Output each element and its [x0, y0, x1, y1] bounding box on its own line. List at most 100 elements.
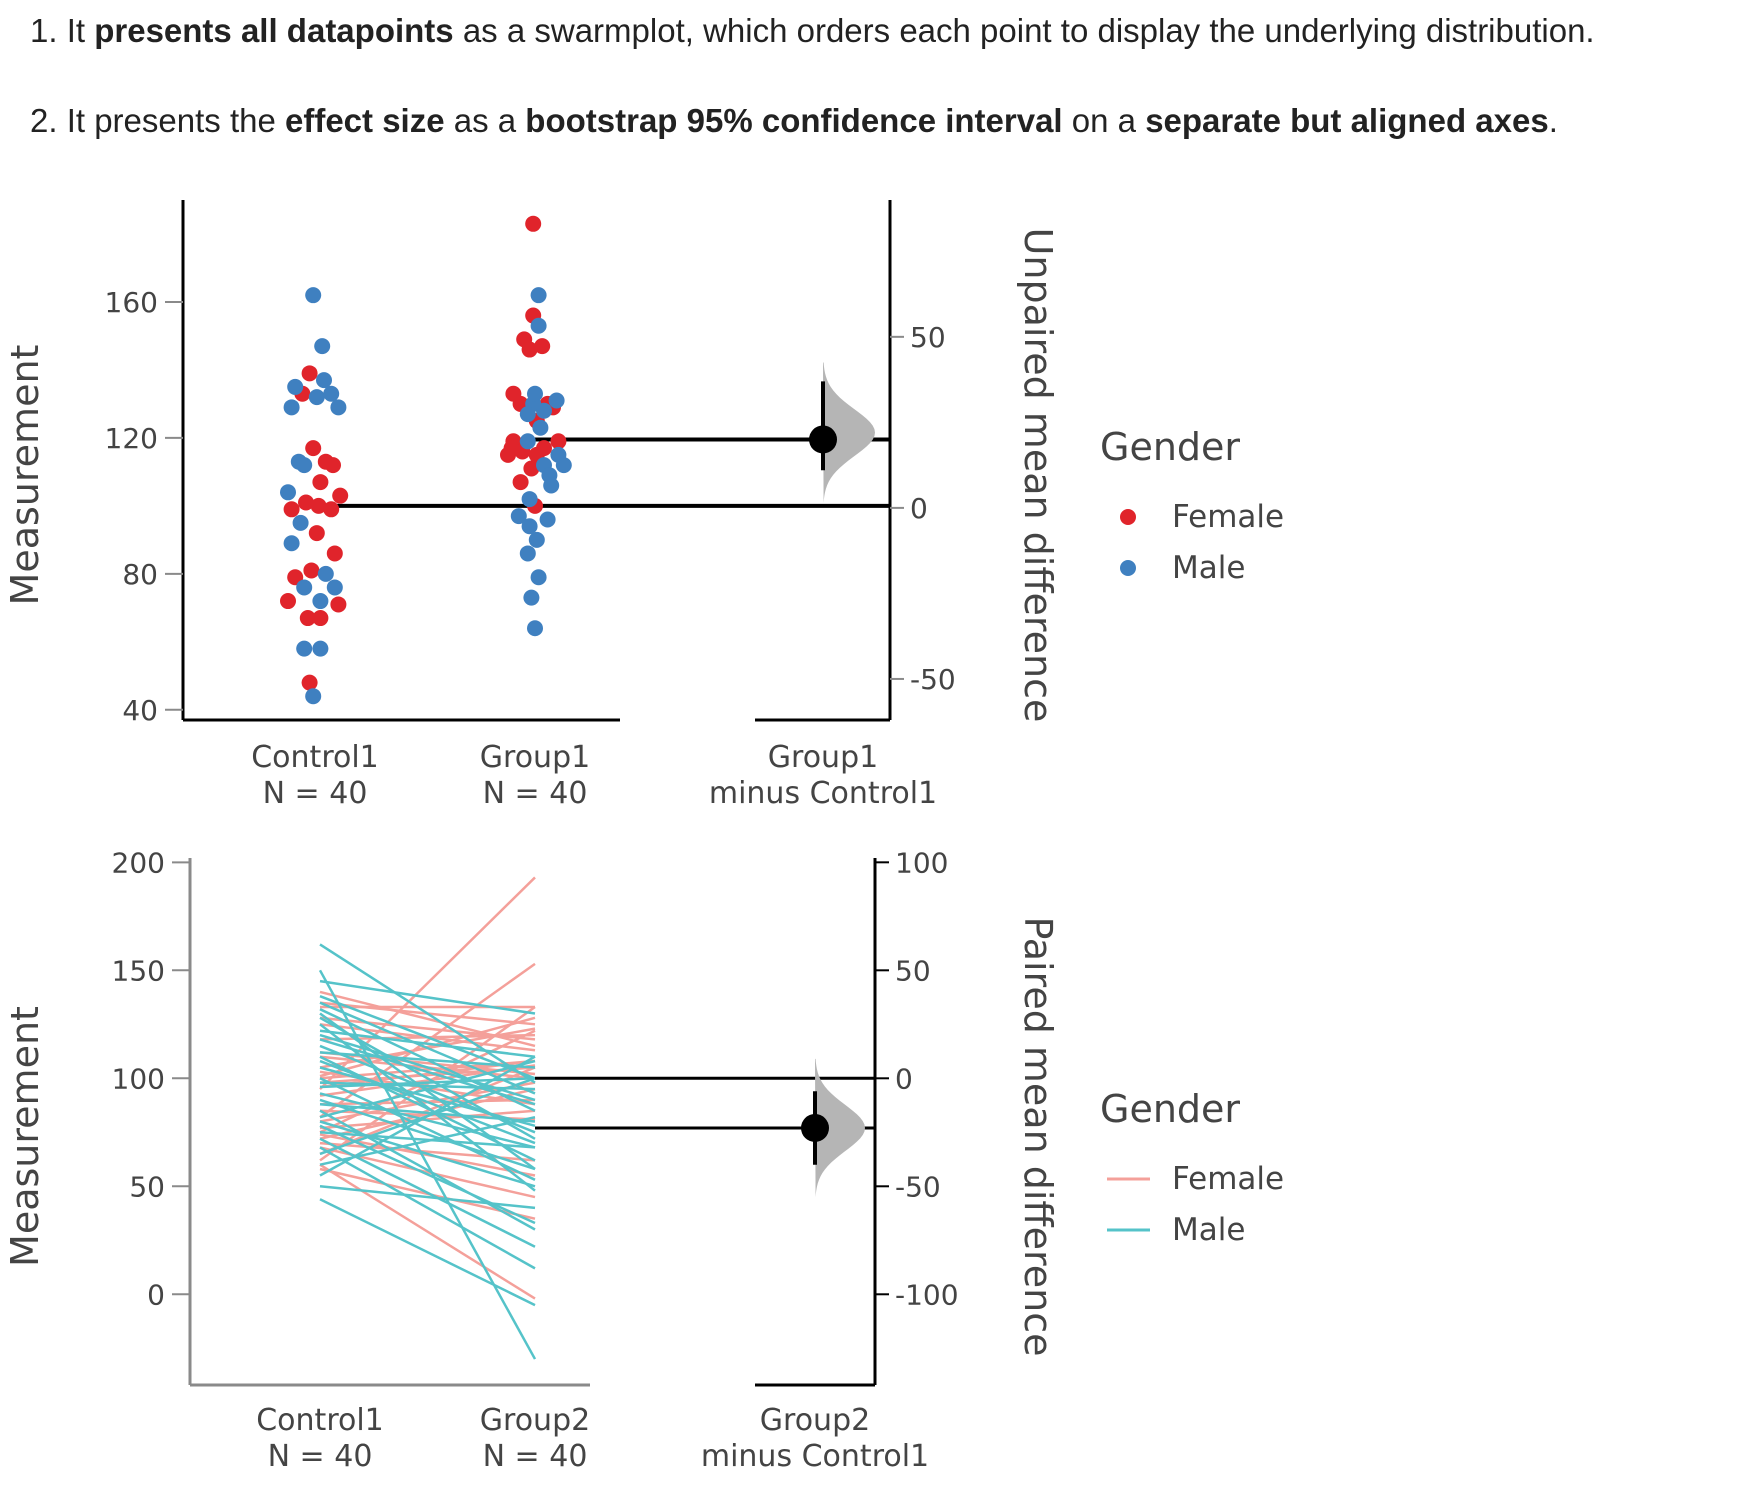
swarm-point-male	[527, 385, 543, 402]
paired-line-male	[319, 1077, 536, 1181]
swarm-point-female	[534, 338, 551, 355]
legend-title: Gender	[1100, 425, 1240, 469]
swarm-point-female	[550, 433, 567, 450]
swarm-point-male	[316, 372, 332, 389]
legend-marker-male	[1120, 560, 1136, 576]
swarm-point-male	[543, 477, 560, 494]
y-axis-label: Measurement	[3, 345, 47, 606]
swarm-point-male	[519, 406, 536, 423]
swarm-point-female	[312, 610, 329, 627]
right-y-tick-label: 100	[895, 846, 948, 879]
swarm-point-female	[523, 460, 540, 477]
y-tick-label: 50	[129, 1170, 165, 1203]
paired-line-male	[319, 1109, 536, 1231]
swarm-point-female	[283, 501, 300, 518]
right-y-tick-label: 50	[910, 321, 946, 354]
right-y-tick-label: -50	[895, 1170, 941, 1203]
swarm-point-male	[317, 565, 334, 582]
paragraph-text: on a	[1062, 102, 1146, 139]
swarm-point-male	[521, 491, 538, 508]
swarm-point-male	[530, 317, 547, 334]
swarm-point-female	[308, 525, 325, 542]
swarm-point-male	[528, 531, 545, 548]
legend-label-male: Male	[1172, 1212, 1245, 1248]
paired-line-male	[319, 1059, 536, 1145]
swarm-point-female	[525, 215, 542, 232]
swarm-point-male	[312, 640, 329, 657]
group-label: Control1	[256, 1403, 384, 1438]
swarm-point-male	[510, 508, 527, 525]
swarm-point-male	[323, 385, 340, 402]
mean-difference-point	[809, 425, 837, 454]
swarm-point-female	[299, 610, 316, 627]
swarm-point-female	[512, 474, 529, 491]
emphasis-text: presents all datapoints	[94, 12, 454, 49]
swarm-point-male	[530, 287, 547, 304]
paired-line-male	[319, 1120, 536, 1188]
swarm-point-male	[314, 338, 331, 355]
swarm-point-male	[280, 484, 296, 501]
swarm-point-male	[521, 518, 538, 535]
y-tick-label: 40	[122, 694, 158, 727]
swarm-point-female	[330, 596, 347, 613]
paragraph-number: 2.	[30, 102, 67, 139]
group-label: Control1	[251, 740, 379, 775]
paired-line-male	[319, 979, 536, 1015]
y-tick-label: 0	[147, 1278, 165, 1311]
y-tick-label: 100	[112, 1062, 165, 1095]
legend-label-female: Female	[1172, 1161, 1284, 1197]
swarm-point-male	[523, 589, 540, 606]
right-y-tick-label: -100	[895, 1278, 959, 1311]
paragraph-number: 1.	[30, 12, 67, 49]
paired-line-male	[319, 1092, 536, 1149]
legend-title: Gender	[1100, 1087, 1240, 1131]
swarm-point-female	[312, 474, 329, 491]
bootstrap-distribution	[815, 1058, 865, 1198]
paired-line-male	[319, 1081, 536, 1091]
swarm-point-male	[530, 569, 547, 586]
swarm-point-male	[287, 378, 304, 395]
group-label-line2: minus Control1	[701, 1439, 929, 1474]
numbered-paragraph-2: 2. It presents the effect size as a boot…	[30, 102, 1558, 140]
swarm-point-male	[296, 457, 313, 474]
emphasis-text: bootstrap 95% confidence interval	[525, 102, 1063, 139]
paired-line-male	[319, 1198, 536, 1307]
swarm-point-female	[303, 562, 320, 579]
swarm-point-female	[305, 440, 322, 457]
paired-line-male	[319, 1038, 536, 1106]
legend-label-male: Male	[1172, 550, 1245, 586]
group-label-line2: minus Control1	[709, 776, 937, 811]
swarm-point-male	[519, 433, 536, 450]
paired-line-male	[319, 1077, 536, 1089]
paired-line-female	[319, 876, 536, 1090]
swarm-point-male	[527, 620, 543, 637]
numbered-paragraph-1: 1. It presents all datapoints as a swarm…	[30, 12, 1595, 50]
paired-line-female	[319, 1066, 536, 1156]
swarm-point-female	[301, 365, 318, 382]
paired-line-male	[319, 1001, 536, 1095]
group-n-label: N = 40	[483, 776, 588, 811]
group-label: Group1	[480, 740, 590, 775]
group-label: Group1	[768, 740, 878, 775]
mean-difference-point	[801, 1113, 829, 1142]
swarm-point-male	[283, 535, 300, 552]
swarm-point-male	[305, 287, 322, 304]
swarm-point-male	[296, 640, 313, 657]
swarm-point-female	[310, 497, 327, 514]
swarm-point-male	[292, 514, 309, 531]
swarm-point-male	[532, 419, 549, 436]
paired-line-male	[319, 1059, 536, 1119]
y-tick-label: 160	[105, 286, 158, 319]
emphasis-text: separate but aligned axes	[1145, 102, 1549, 139]
swarm-point-male	[519, 545, 536, 562]
paragraph-text: It presents the	[66, 102, 285, 139]
group-n-label: N = 40	[268, 1439, 373, 1474]
swarm-point-male	[312, 593, 329, 610]
paired-line-male	[319, 1051, 536, 1069]
swarm-point-female	[325, 457, 341, 474]
swarm-point-female	[280, 593, 296, 610]
right-y-axis-label: Paired mean difference	[1016, 916, 1060, 1356]
y-tick-label: 80	[122, 558, 158, 591]
swarm-point-female	[521, 341, 538, 358]
